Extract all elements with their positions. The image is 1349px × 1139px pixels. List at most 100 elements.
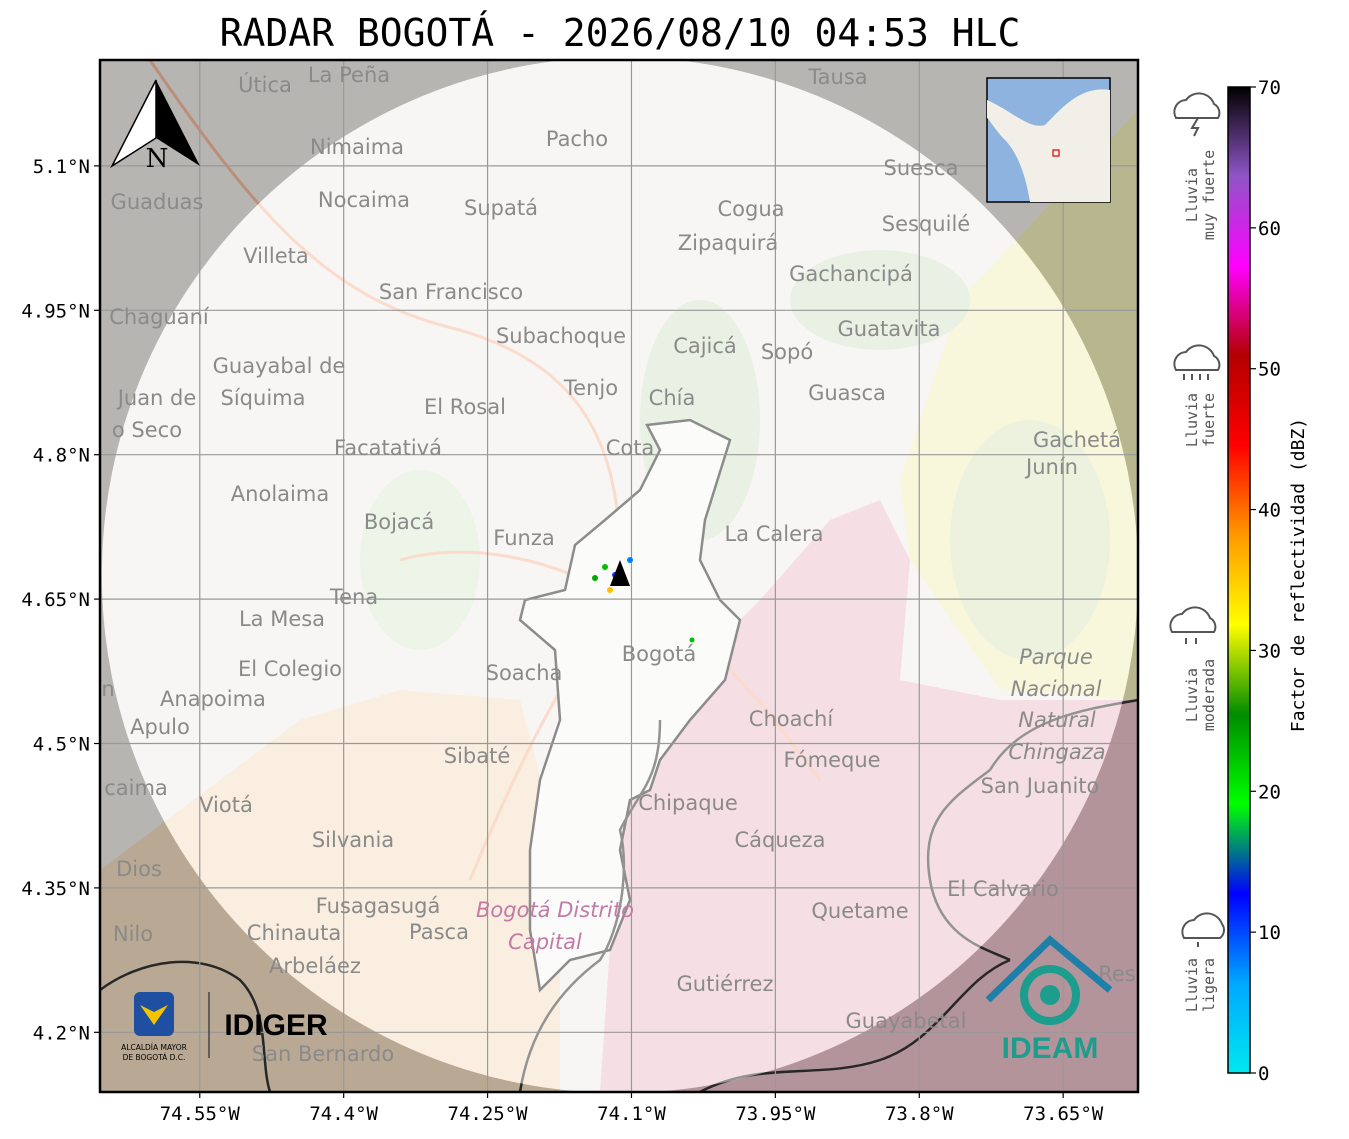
place-label: n bbox=[101, 677, 114, 701]
icon bbox=[1190, 117, 1200, 137]
place-label: Cogua bbox=[717, 197, 784, 221]
place-label: Sibaté bbox=[444, 744, 511, 768]
place-label: Parque bbox=[1019, 645, 1093, 669]
x-tick-label: 74.4°W bbox=[309, 1103, 378, 1125]
x-tick-label: 73.95°W bbox=[735, 1103, 816, 1125]
place-label: Suesca bbox=[884, 156, 959, 180]
place-label: Fómeque bbox=[783, 748, 880, 772]
north-arrow-right bbox=[156, 80, 200, 166]
place-label: Facatativá bbox=[334, 436, 442, 460]
place-label: Funza bbox=[493, 526, 554, 550]
colorbar-tick-label: 60 bbox=[1258, 218, 1281, 240]
legend-label: Lluvia bbox=[1183, 958, 1201, 1012]
place-label: Villeta bbox=[243, 244, 308, 268]
place-label: Supatá bbox=[464, 196, 538, 220]
y-tick-label: 4.5°N bbox=[33, 734, 90, 756]
echo bbox=[607, 587, 613, 593]
north-arrow: N bbox=[110, 79, 200, 174]
place-label: Natural bbox=[1018, 708, 1096, 732]
colorbar-tick-label: 10 bbox=[1258, 922, 1281, 944]
place-label: Chaguaní bbox=[109, 305, 210, 329]
place-label: El Calvario bbox=[947, 877, 1059, 901]
inset-marker bbox=[1052, 149, 1060, 157]
place-label: Nilo bbox=[113, 922, 153, 946]
place-label: Pasca bbox=[409, 920, 469, 944]
place-label: Quetame bbox=[811, 899, 908, 923]
legend-label: Lluvia bbox=[1183, 168, 1201, 222]
echo bbox=[627, 557, 633, 563]
place-label: Gutiérrez bbox=[677, 972, 774, 996]
place-label: Tausa bbox=[807, 65, 867, 89]
icon bbox=[1183, 374, 1209, 380]
x-tick-label: 73.8°W bbox=[885, 1103, 954, 1125]
y-tick-label: 5.1°N bbox=[33, 156, 90, 178]
legend-label: fuerte bbox=[1200, 393, 1218, 447]
place-label: Capital bbox=[508, 930, 582, 954]
place-label: Nacional bbox=[1011, 677, 1102, 701]
place-label: Fusagasugá bbox=[316, 894, 441, 918]
place-label: Zipaquirá bbox=[678, 231, 778, 255]
logo-text: DE BOGOTÁ D.C. bbox=[123, 1053, 186, 1062]
place-label: Viotá bbox=[199, 793, 253, 817]
place-label: Nimaima bbox=[310, 135, 404, 159]
colorbar-tick-label: 40 bbox=[1258, 500, 1281, 522]
ideam-label: IDEAM bbox=[1002, 1032, 1099, 1065]
place-label: Guayabal de bbox=[213, 354, 346, 378]
place-label: Soacha bbox=[486, 661, 563, 685]
idiger-logo: IDIGER bbox=[224, 1009, 328, 1042]
icon bbox=[1181, 912, 1225, 939]
legend-label: muy fuerte bbox=[1200, 150, 1218, 240]
place-label: La Mesa bbox=[239, 607, 325, 631]
legend-label: ligera bbox=[1200, 958, 1218, 1012]
place-label: El Colegio bbox=[238, 657, 342, 681]
place-label: Síquima bbox=[221, 386, 306, 410]
place-label: Chipaque bbox=[638, 791, 738, 815]
place-label: Sesquilé bbox=[882, 212, 970, 236]
place-label: Arbeláez bbox=[269, 954, 361, 978]
place-label: Bojacá bbox=[364, 510, 434, 534]
place-label: Cota bbox=[606, 436, 655, 460]
place-label: Tenjo bbox=[563, 376, 618, 400]
ideam-roof bbox=[985, 935, 1113, 1003]
place-label: San Juanito bbox=[981, 774, 1100, 798]
place-label: El Rosal bbox=[424, 395, 506, 419]
place-label: Dios bbox=[116, 857, 162, 881]
y-tick-label: 4.8°N bbox=[33, 445, 90, 467]
inset-land bbox=[987, 89, 1110, 202]
x-tick-label: 74.1°W bbox=[597, 1103, 666, 1125]
place-label: Silvania bbox=[312, 828, 394, 852]
legend-label: Lluvia bbox=[1183, 393, 1201, 447]
y-tick-label: 4.95°N bbox=[21, 300, 90, 322]
echo bbox=[689, 637, 695, 643]
place-label: La Calera bbox=[724, 522, 823, 546]
place-label: Cajicá bbox=[673, 334, 737, 358]
place-label: Gachetá bbox=[1033, 428, 1121, 452]
ideam-logo: IDEAM bbox=[985, 935, 1113, 1065]
place-label: Gachancipá bbox=[789, 262, 913, 286]
ideam-swirl bbox=[1040, 985, 1060, 1005]
place-label: Choachí bbox=[749, 707, 835, 731]
x-tick-label: 73.65°W bbox=[1023, 1103, 1104, 1125]
place-label: Pacho bbox=[546, 127, 608, 151]
place-label: Bogotá Distrito bbox=[476, 898, 634, 922]
place-label: Guasca bbox=[808, 381, 886, 405]
place-label: Apulo bbox=[130, 715, 190, 739]
place-label: Guaduas bbox=[111, 190, 204, 214]
place-label: o Seco bbox=[112, 418, 182, 442]
place-label: Guatavita bbox=[838, 317, 941, 341]
place-label: Guayabetal bbox=[846, 1009, 967, 1033]
y-tick-label: 4.35°N bbox=[21, 878, 90, 900]
y-tick-label: 4.2°N bbox=[33, 1022, 90, 1044]
map: La Peña Útica Tausa Pacho Nimaima Guaduas Noca… bbox=[100, 60, 1138, 1092]
icon bbox=[1173, 344, 1221, 371]
logo-text: ALCALDÍA MAYOR bbox=[121, 1043, 187, 1052]
place-label: La Peña bbox=[308, 63, 390, 87]
place-label: Anapoima bbox=[160, 687, 266, 711]
place-label: Cáqueza bbox=[735, 828, 826, 852]
colorbar-label: Factor de reflectividad (dBZ) bbox=[1288, 418, 1309, 732]
colorbar-tick-label: 0 bbox=[1258, 1063, 1269, 1085]
y-tick-label: 4.65°N bbox=[21, 589, 90, 611]
inset-map bbox=[986, 77, 1111, 203]
